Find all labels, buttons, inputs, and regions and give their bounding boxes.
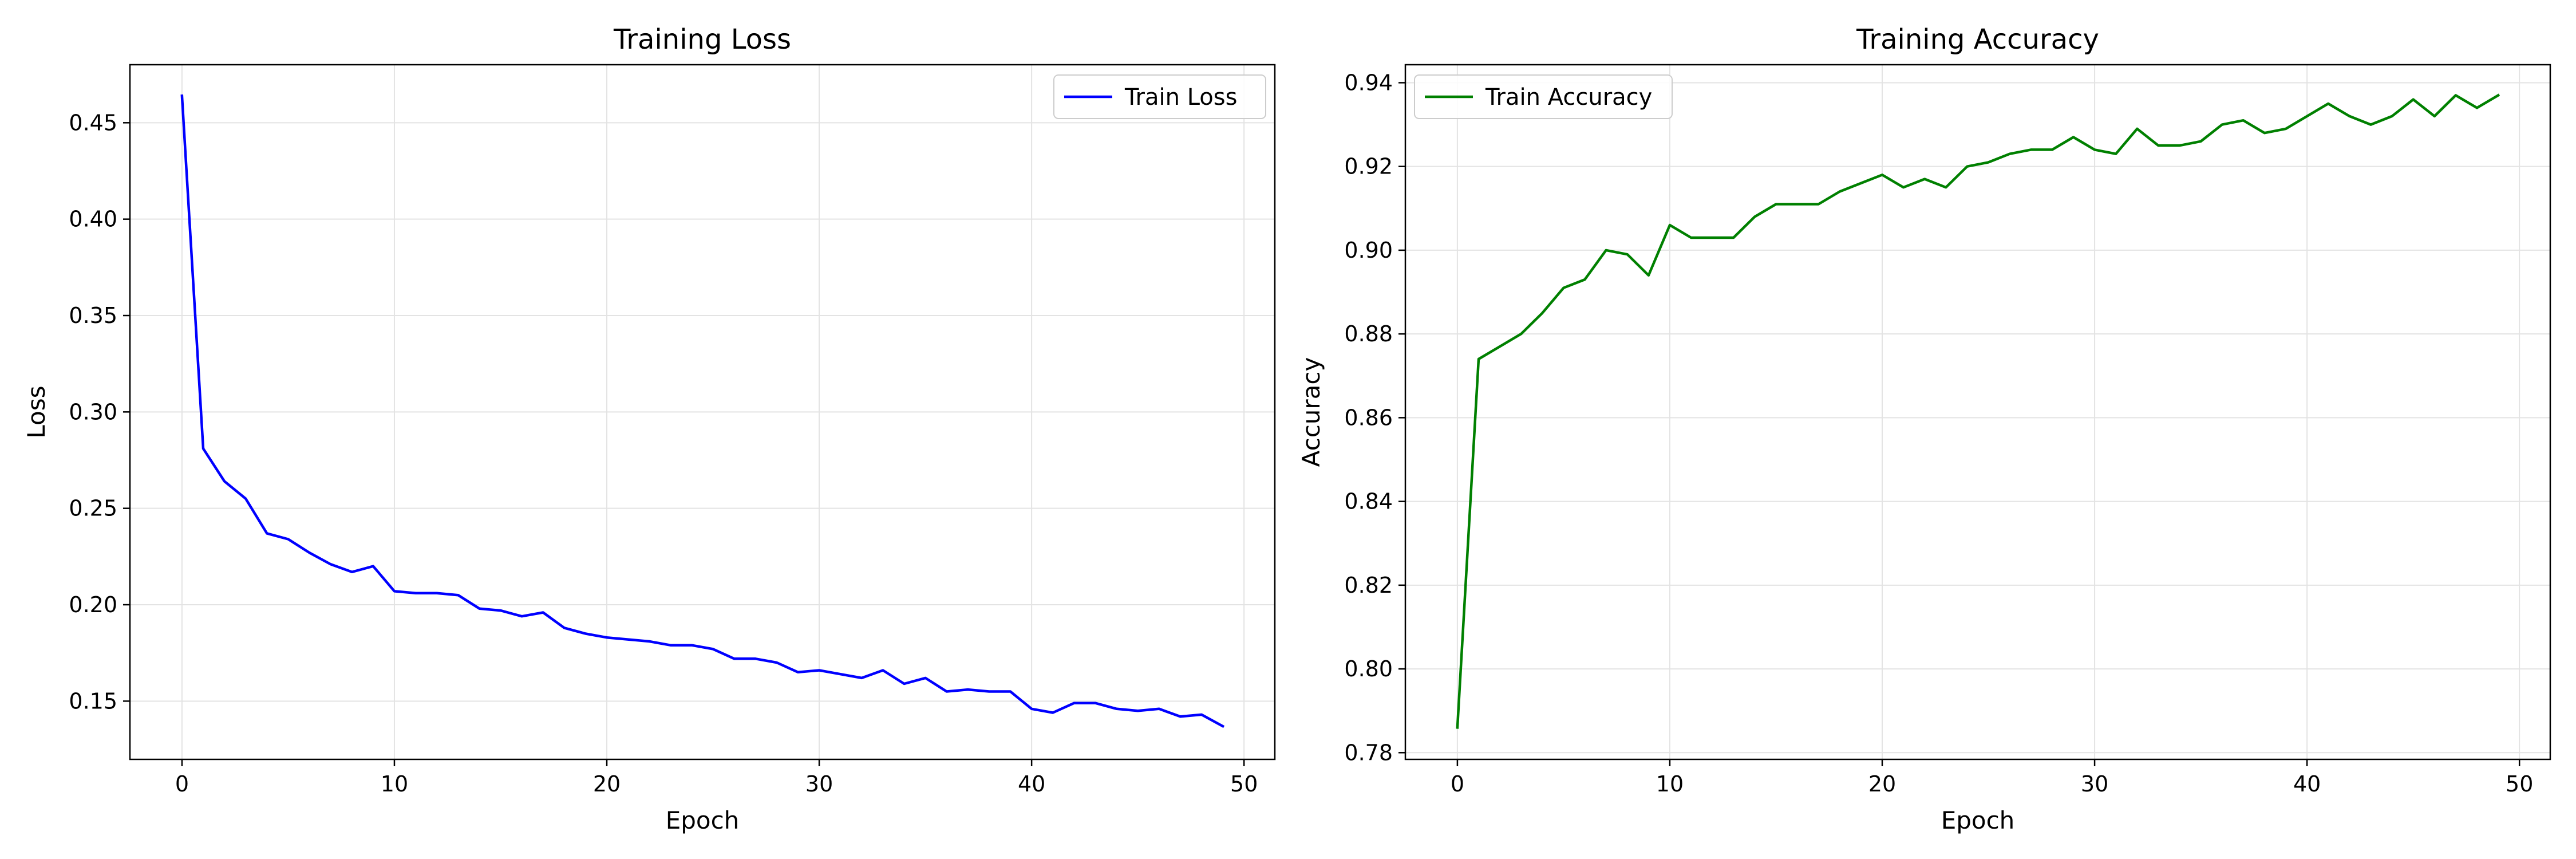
accuracy-series-line-0 bbox=[1456, 93, 2500, 729]
accuracy-y-tick-label: 0.82 bbox=[1344, 573, 1393, 598]
loss-legend-box bbox=[1053, 74, 1266, 119]
loss-y-tick-label: 0.30 bbox=[69, 399, 117, 424]
loss-x-tick-label: 20 bbox=[593, 771, 621, 797]
accuracy-y-tick-label: 0.86 bbox=[1344, 405, 1393, 430]
accuracy-y-tick-label: 0.84 bbox=[1344, 489, 1393, 514]
loss-chart-title: Training Loss bbox=[613, 23, 791, 56]
accuracy-x-tick-label: 40 bbox=[2293, 771, 2321, 797]
loss-x-axis-label: Epoch bbox=[666, 806, 740, 834]
accuracy-chart: 0 10 20 30 40 50 0.78 0.80 0.82 0.84 0.86 0.88 0.90 0… bbox=[1297, 23, 2551, 834]
loss-series-line-0 bbox=[180, 94, 1225, 728]
loss-y-axis-label: Loss bbox=[22, 385, 50, 438]
accuracy-y-tick-label: 0.88 bbox=[1344, 321, 1393, 346]
accuracy-y-tick-label: 0.78 bbox=[1344, 740, 1393, 765]
accuracy-x-tick-label: 20 bbox=[1868, 771, 1896, 797]
loss-x-tick-label: 10 bbox=[381, 771, 408, 797]
accuracy-chart-title: Training Accuracy bbox=[1856, 23, 2099, 56]
accuracy-legend-box bbox=[1414, 74, 1673, 119]
accuracy-plot-frame bbox=[1404, 64, 2551, 761]
loss-y-tick-label: 0.45 bbox=[69, 110, 117, 135]
loss-y-tick-label: 0.35 bbox=[69, 303, 117, 328]
loss-y-tick-label: 0.20 bbox=[69, 592, 117, 617]
accuracy-x-axis-label: Epoch bbox=[1941, 806, 2015, 834]
accuracy-x-tick-label: 10 bbox=[1656, 771, 1684, 797]
loss-chart: 0 10 20 30 40 50 0.15 0.20 0.25 0.30 0.35 0.40 0.45 T… bbox=[22, 23, 1276, 834]
loss-y-tick-label: 0.15 bbox=[69, 688, 117, 714]
loss-x-tick-label: 50 bbox=[1230, 771, 1258, 797]
accuracy-y-tick-label: 0.90 bbox=[1344, 238, 1393, 263]
accuracy-y-tick-label: 0.92 bbox=[1344, 154, 1393, 179]
loss-y-tick-label: 0.25 bbox=[69, 496, 117, 521]
loss-x-tick-label: 40 bbox=[1018, 771, 1045, 797]
loss-legend-label: Train Loss bbox=[1124, 84, 1237, 111]
loss-x-tick-label: 0 bbox=[175, 771, 189, 797]
accuracy-legend-label: Train Accuracy bbox=[1485, 84, 1652, 111]
loss-plot-frame bbox=[129, 64, 1276, 761]
accuracy-x-tick-label: 0 bbox=[1451, 771, 1464, 797]
accuracy-x-tick-label: 30 bbox=[2081, 771, 2108, 797]
loss-x-tick-label: 30 bbox=[805, 771, 833, 797]
accuracy-x-tick-label: 50 bbox=[2506, 771, 2533, 797]
accuracy-y-tick-label: 0.94 bbox=[1344, 70, 1393, 95]
accuracy-y-axis-label: Accuracy bbox=[1297, 357, 1325, 467]
accuracy-y-tick-label: 0.80 bbox=[1344, 656, 1393, 681]
loss-y-tick-label: 0.40 bbox=[69, 207, 117, 232]
